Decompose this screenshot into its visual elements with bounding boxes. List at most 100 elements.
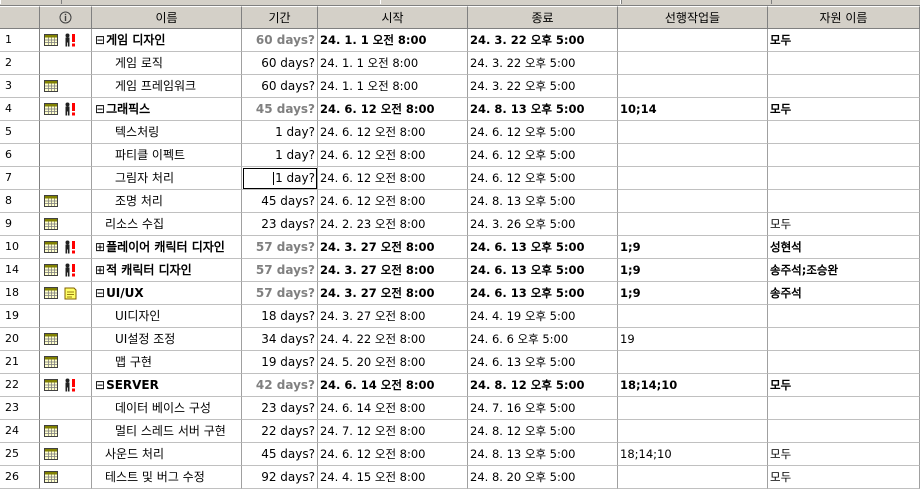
duration-cell[interactable]: 42 days? xyxy=(242,374,318,397)
duration-cell[interactable]: 45 days? xyxy=(242,98,318,121)
row-number[interactable]: 18 xyxy=(0,282,40,305)
resources-cell[interactable]: 모두 xyxy=(768,443,920,466)
task-name-cell[interactable]: ⊟ 게임 디자인 xyxy=(92,29,242,52)
resources-cell[interactable] xyxy=(768,75,920,98)
collapse-toggle[interactable]: ⊟ xyxy=(95,286,106,300)
end-cell[interactable]: 24. 6. 13 오후 5:00 xyxy=(468,351,618,374)
task-name-cell[interactable]: UI설정 조정 xyxy=(92,328,242,351)
task-name-cell[interactable]: UI디자인 xyxy=(92,305,242,328)
duration-cell[interactable]: 57 days? xyxy=(242,236,318,259)
end-cell[interactable]: 24. 6. 12 오후 5:00 xyxy=(468,167,618,190)
task-name-cell[interactable]: 게임 로직 xyxy=(92,52,242,75)
task-name-cell[interactable]: ⊟ UI/UX xyxy=(92,282,242,305)
header-resources[interactable]: 자원 이름 xyxy=(768,6,920,29)
end-cell[interactable]: 24. 8. 20 오후 5:00 xyxy=(468,466,618,489)
predecessors-cell[interactable] xyxy=(618,29,768,52)
predecessors-cell[interactable] xyxy=(618,397,768,420)
start-cell[interactable]: 24. 7. 12 오전 8:00 xyxy=(318,420,468,443)
duration-cell[interactable]: 18 days? xyxy=(242,305,318,328)
task-name-cell[interactable]: ⊟ SERVER xyxy=(92,374,242,397)
resources-cell[interactable]: 모두 xyxy=(768,98,920,121)
start-cell[interactable]: 24. 1. 1 오전 8:00 xyxy=(318,75,468,98)
collapse-toggle[interactable]: ⊟ xyxy=(95,33,106,47)
start-cell[interactable]: 24. 3. 27 오전 8:00 xyxy=(318,282,468,305)
resources-cell[interactable] xyxy=(768,52,920,75)
start-cell[interactable]: 24. 3. 27 오전 8:00 xyxy=(318,259,468,282)
task-name-cell[interactable]: 게임 프레임워크 xyxy=(92,75,242,98)
task-name-cell[interactable]: ⊟ 그래픽스 xyxy=(92,98,242,121)
task-name-cell[interactable]: 파티클 이펙트 xyxy=(92,144,242,167)
row-number[interactable]: 14 xyxy=(0,259,40,282)
duration-cell[interactable]: 34 days? xyxy=(242,328,318,351)
duration-cell[interactable]: 1 day? xyxy=(242,144,318,167)
predecessors-cell[interactable] xyxy=(618,466,768,489)
predecessors-cell[interactable] xyxy=(618,305,768,328)
duration-cell[interactable]: 92 days? xyxy=(242,466,318,489)
row-number[interactable]: 20 xyxy=(0,328,40,351)
row-number[interactable]: 25 xyxy=(0,443,40,466)
resources-cell[interactable] xyxy=(768,144,920,167)
task-name-cell[interactable]: ⊞ 플레이어 캐릭터 디자인 xyxy=(92,236,242,259)
task-name-cell[interactable]: 데이터 베이스 구성 xyxy=(92,397,242,420)
task-name-cell[interactable]: 리소스 수집 xyxy=(92,213,242,236)
header-name[interactable]: 이름 xyxy=(92,6,242,29)
resources-cell[interactable] xyxy=(768,397,920,420)
predecessors-cell[interactable] xyxy=(618,167,768,190)
resources-cell[interactable] xyxy=(768,167,920,190)
row-number[interactable]: 23 xyxy=(0,397,40,420)
row-number[interactable]: 19 xyxy=(0,305,40,328)
predecessors-cell[interactable] xyxy=(618,121,768,144)
duration-cell[interactable]: 23 days? xyxy=(242,397,318,420)
duration-cell[interactable]: 23 days? xyxy=(242,213,318,236)
duration-cell[interactable]: 19 days? xyxy=(242,351,318,374)
end-cell[interactable]: 24. 6. 13 오후 5:00 xyxy=(468,259,618,282)
expand-toggle[interactable]: ⊞ xyxy=(95,263,106,277)
duration-cell[interactable]: 22 days? xyxy=(242,420,318,443)
predecessors-cell[interactable] xyxy=(618,52,768,75)
predecessors-cell[interactable] xyxy=(618,351,768,374)
row-number[interactable]: 3 xyxy=(0,75,40,98)
predecessors-cell[interactable] xyxy=(618,190,768,213)
duration-cell-editing[interactable]: 1 day? xyxy=(242,167,318,190)
start-cell[interactable]: 24. 3. 27 오전 8:00 xyxy=(318,305,468,328)
header-duration[interactable]: 기간 xyxy=(242,6,318,29)
start-cell[interactable]: 24. 6. 12 오전 8:00 xyxy=(318,167,468,190)
predecessors-cell[interactable] xyxy=(618,420,768,443)
start-cell[interactable]: 24. 3. 27 오전 8:00 xyxy=(318,236,468,259)
row-number[interactable]: 21 xyxy=(0,351,40,374)
end-cell[interactable]: 24. 3. 22 오후 5:00 xyxy=(468,75,618,98)
predecessors-cell[interactable]: 19 xyxy=(618,328,768,351)
end-cell[interactable]: 24. 8. 12 오후 5:00 xyxy=(468,374,618,397)
start-cell[interactable]: 24. 2. 23 오전 8:00 xyxy=(318,213,468,236)
resources-cell[interactable]: 모두 xyxy=(768,29,920,52)
duration-cell[interactable]: 60 days? xyxy=(242,29,318,52)
predecessors-cell[interactable] xyxy=(618,144,768,167)
resources-cell[interactable]: 성현석 xyxy=(768,236,920,259)
task-name-cell[interactable]: 테스트 및 버그 수정 xyxy=(92,466,242,489)
end-cell[interactable]: 24. 6. 13 오후 5:00 xyxy=(468,236,618,259)
row-number[interactable]: 24 xyxy=(0,420,40,443)
row-number[interactable]: 26 xyxy=(0,466,40,489)
end-cell[interactable]: 24. 6. 13 오후 5:00 xyxy=(468,282,618,305)
resources-cell[interactable]: 모두 xyxy=(768,213,920,236)
end-cell[interactable]: 24. 8. 13 오후 5:00 xyxy=(468,98,618,121)
end-cell[interactable]: 24. 8. 13 오후 5:00 xyxy=(468,190,618,213)
collapse-toggle[interactable]: ⊟ xyxy=(95,102,106,116)
duration-cell[interactable]: 57 days? xyxy=(242,282,318,305)
predecessors-cell[interactable]: 18;14;10 xyxy=(618,443,768,466)
row-number[interactable]: 22 xyxy=(0,374,40,397)
task-name-cell[interactable]: ⊞ 적 캐릭터 디자인 xyxy=(92,259,242,282)
header-start[interactable]: 시작 xyxy=(318,6,468,29)
start-cell[interactable]: 24. 4. 15 오전 8:00 xyxy=(318,466,468,489)
collapse-toggle[interactable]: ⊟ xyxy=(95,378,106,392)
start-cell[interactable]: 24. 6. 12 오전 8:00 xyxy=(318,144,468,167)
duration-cell[interactable]: 45 days? xyxy=(242,190,318,213)
end-cell[interactable]: 24. 8. 12 오후 5:00 xyxy=(468,420,618,443)
predecessors-cell[interactable]: 1;9 xyxy=(618,236,768,259)
start-cell[interactable]: 24. 6. 14 오전 8:00 xyxy=(318,374,468,397)
resources-cell[interactable] xyxy=(768,351,920,374)
start-cell[interactable]: 24. 1. 1 오전 8:00 xyxy=(318,29,468,52)
resources-cell[interactable] xyxy=(768,420,920,443)
row-number[interactable]: 9 xyxy=(0,213,40,236)
duration-cell[interactable]: 45 days? xyxy=(242,443,318,466)
